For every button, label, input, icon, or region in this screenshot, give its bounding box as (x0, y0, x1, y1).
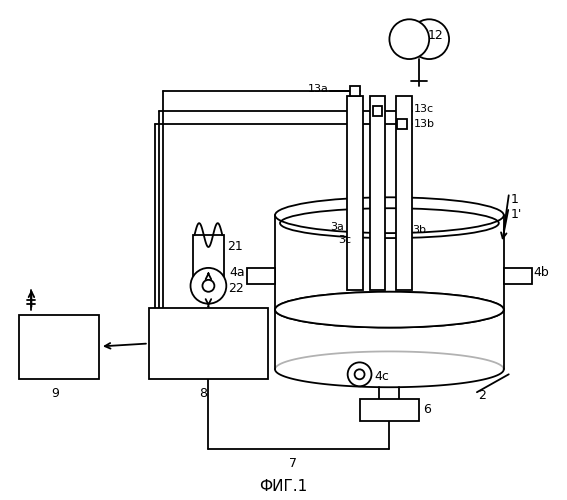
Text: 4c: 4c (374, 370, 390, 384)
Text: ФИГ.1: ФИГ.1 (259, 478, 307, 494)
Bar (373, 106, 383, 116)
Bar (397, 118, 407, 128)
Text: 4b: 4b (534, 266, 549, 279)
Text: 3a: 3a (330, 222, 344, 232)
Text: 4a: 4a (229, 266, 245, 279)
Text: 1: 1 (511, 194, 519, 206)
Bar (359, 399, 419, 421)
Ellipse shape (275, 292, 503, 328)
Bar (247, 268, 275, 284)
Text: 3c: 3c (338, 235, 351, 245)
Bar (19, 314, 99, 380)
Text: 8: 8 (200, 387, 208, 400)
Bar (149, 308, 268, 380)
Ellipse shape (409, 20, 449, 59)
Bar (370, 96, 386, 290)
Ellipse shape (191, 268, 226, 304)
Ellipse shape (202, 280, 214, 292)
Ellipse shape (390, 20, 429, 59)
Text: 7: 7 (289, 457, 297, 470)
Text: 21: 21 (227, 240, 243, 253)
Text: 13b: 13b (414, 118, 435, 128)
Bar (350, 86, 359, 96)
Text: 2: 2 (478, 389, 486, 402)
Text: 3b: 3b (412, 225, 426, 235)
Text: 22: 22 (229, 282, 244, 295)
Bar (193, 235, 225, 277)
Text: 6: 6 (423, 403, 431, 416)
Bar (503, 268, 532, 284)
Text: 1': 1' (511, 208, 522, 221)
Text: 13c: 13c (414, 104, 434, 114)
Ellipse shape (354, 370, 365, 380)
Bar (346, 96, 362, 290)
Text: 12: 12 (427, 29, 443, 42)
Text: 13a: 13a (308, 84, 329, 94)
Bar (396, 96, 412, 290)
Ellipse shape (275, 292, 503, 328)
Ellipse shape (275, 198, 503, 233)
Text: 9: 9 (52, 387, 59, 400)
Ellipse shape (348, 362, 371, 386)
